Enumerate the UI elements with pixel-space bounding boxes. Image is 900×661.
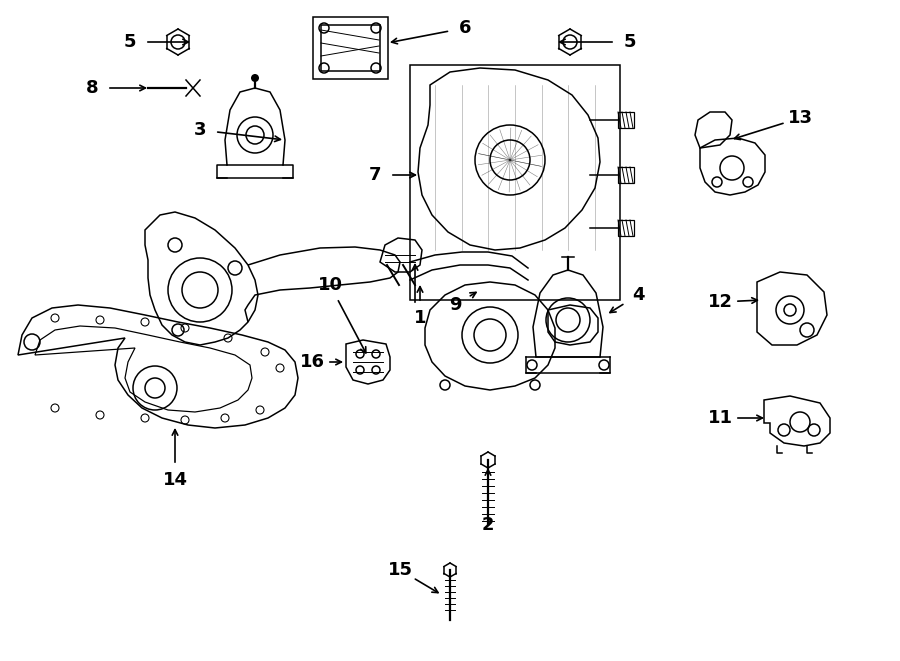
Text: 7: 7 bbox=[369, 166, 382, 184]
Text: 4: 4 bbox=[632, 286, 644, 304]
Text: 2: 2 bbox=[482, 516, 494, 534]
Bar bbox=[618, 167, 634, 183]
Text: 10: 10 bbox=[318, 276, 343, 294]
Text: 8: 8 bbox=[86, 79, 98, 97]
Text: 13: 13 bbox=[788, 109, 813, 127]
Circle shape bbox=[251, 74, 259, 82]
Text: 1: 1 bbox=[414, 309, 427, 327]
Text: 3: 3 bbox=[194, 121, 206, 139]
Text: 16: 16 bbox=[300, 353, 325, 371]
Bar bbox=[618, 220, 634, 236]
Bar bbox=[410, 65, 620, 300]
Text: 11: 11 bbox=[707, 409, 733, 427]
Text: 14: 14 bbox=[163, 471, 187, 489]
Text: 15: 15 bbox=[388, 561, 412, 579]
Text: 9: 9 bbox=[449, 296, 461, 314]
Text: 12: 12 bbox=[707, 293, 733, 311]
Text: 6: 6 bbox=[459, 19, 472, 37]
Text: 5: 5 bbox=[124, 33, 136, 51]
Text: 5: 5 bbox=[624, 33, 636, 51]
Bar bbox=[618, 112, 634, 128]
Bar bbox=[321, 25, 380, 71]
Bar bbox=[313, 17, 388, 79]
